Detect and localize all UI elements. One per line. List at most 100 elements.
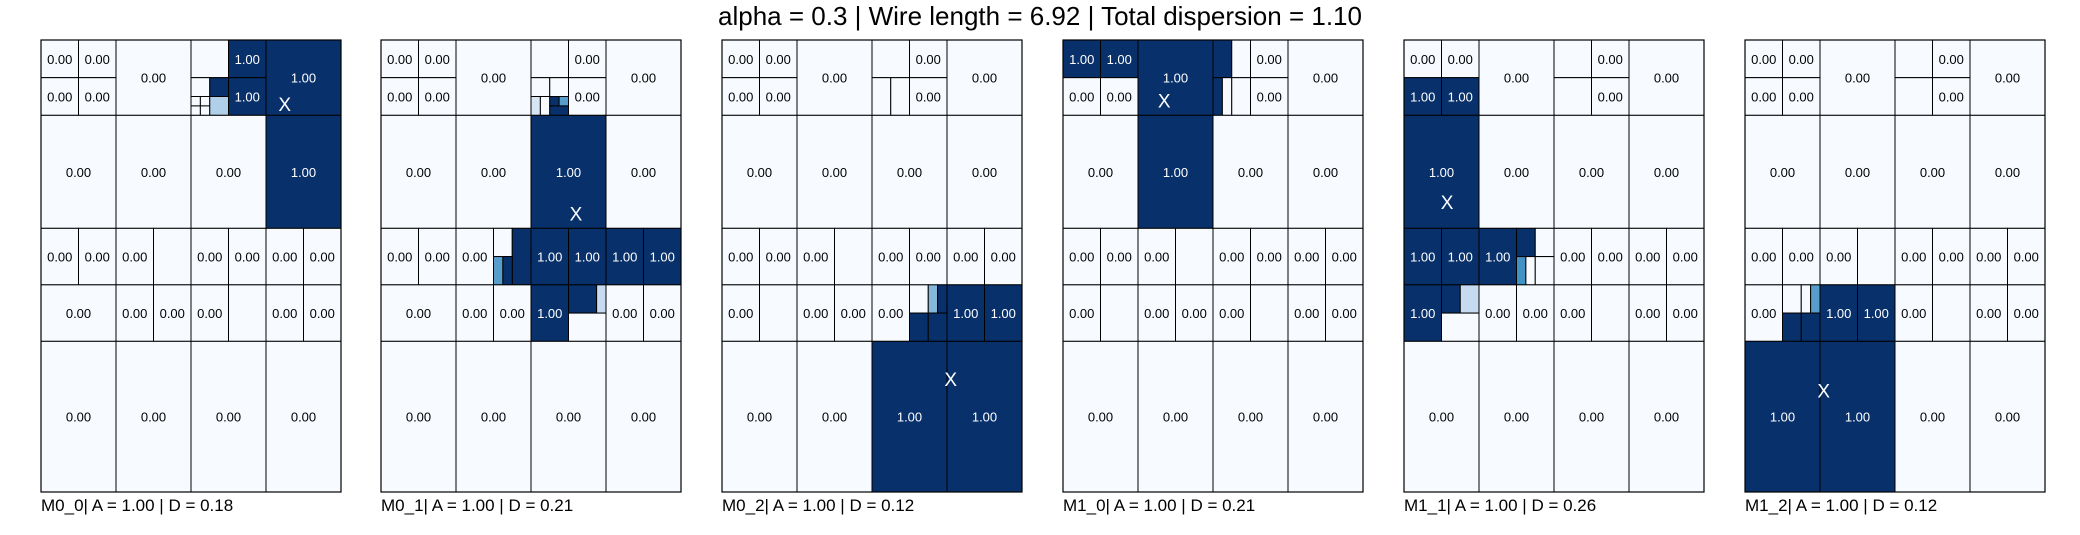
panel-5: 0.00 0.00 0.00 0.00 0.00 0.00 0.00 0.00 0.00 0.00… [1744,39,2046,515]
cell-value-label: 0.00 [1257,90,1282,105]
heatmap-cell [530,39,569,79]
cell-value-label: 0.00 [1144,306,1169,321]
heatmap-cell [115,227,154,286]
heatmap-cell [1553,340,1630,493]
cell-value-label: 0.00 [1751,306,1776,321]
cell-value-label: 0.00 [1845,165,1870,180]
heatmap-cell [1932,227,1971,286]
panel-title: M0_0| A = 1.00 | D = 0.18 [41,496,233,515]
heatmap-cell [1478,340,1555,493]
heatmap-cell [1800,312,1821,342]
heatmap-cell [1516,256,1527,286]
cell-value-label: 0.00 [1257,250,1282,265]
cell-value-label: 0.00 [972,71,997,86]
cell-value-label: 0.00 [1845,71,1870,86]
heatmap-cell [1250,39,1289,79]
cell-value-label: 0.00 [766,52,791,67]
cell-value-label: 0.00 [1654,165,1679,180]
heatmap-cell [265,39,342,116]
heatmap-cell [511,227,532,286]
heatmap-cell [1441,284,1461,314]
heatmap-cell [1819,114,1896,229]
cell-value-label: 0.00 [2014,250,2039,265]
heatmap-cell [153,227,192,286]
heatmap-cell [2007,284,2046,342]
cell-value-label: 0.00 [728,306,753,321]
cell-value-label: 0.00 [1313,71,1338,86]
cell-value-label: 0.00 [197,250,222,265]
heatmap-cell [1782,77,1821,116]
cell-value-label: 0.00 [1654,410,1679,425]
panel-title: M1_1| A = 1.00 | D = 0.26 [1404,496,1596,515]
heatmap-cell [909,284,929,314]
heatmap-cell [605,227,644,286]
cell-value-label: 1.00 [1448,90,1473,105]
cell-value-label: 1.00 [556,165,581,180]
heatmap-cell [1800,284,1812,314]
heatmap-cell [199,105,211,116]
heatmap-cell [380,39,419,79]
cell-value-label: 0.00 [766,250,791,265]
heatmap-cell [1894,39,1933,79]
heatmap-cell [1100,227,1139,286]
cell-value-label: 0.00 [141,71,166,86]
heatmap-cell [190,39,229,79]
heatmap-cell [40,39,79,79]
panel-title: M1_2| A = 1.00 | D = 0.12 [1745,496,1937,515]
center-marker: X [278,95,291,116]
heatmap-cell [1553,39,1592,79]
cell-value-label: 1.00 [1429,165,1454,180]
heatmap-cell [455,284,494,342]
figure-title: alpha = 0.3 | Wire length = 6.92 | Total… [718,1,1362,31]
heatmap-cell [40,77,79,116]
heatmap-cell [1810,284,1821,314]
heatmap-cell [1894,227,1933,286]
heatmap-cell [1100,284,1139,342]
heatmap-cell [1287,39,1364,116]
heatmap-cell [1969,39,2046,116]
cell-value-label: 1.00 [1410,250,1435,265]
cell-value-label: 0.00 [1826,250,1851,265]
cell-value-label: 0.00 [1182,306,1207,321]
heatmap-cell [209,96,229,116]
cell-value-label: 0.00 [406,410,431,425]
heatmap-cell [209,77,229,97]
cell-value-label: 0.00 [425,250,450,265]
cell-value-label: 0.00 [141,410,166,425]
cell-value-label: 0.00 [822,71,847,86]
center-marker: X [1158,91,1171,112]
heatmap-cell [946,114,1023,229]
cell-value-label: 1.00 [612,250,637,265]
cell-value-label: 0.00 [1789,90,1814,105]
cell-value-label: 1.00 [953,306,978,321]
heatmap-cell [115,284,154,342]
heatmap-cell [530,114,607,229]
cell-value-label: 1.00 [972,410,997,425]
cell-value-label: 0.00 [1313,165,1338,180]
cell-value-label: 1.00 [235,52,260,67]
cell-value-label: 1.00 [291,165,316,180]
heatmap-cell [1857,227,1896,286]
cell-value-label: 0.00 [1673,306,1698,321]
heatmap-cell [1221,77,1233,116]
heatmap-cell [1553,77,1592,116]
heatmap-cell [946,227,985,286]
heatmap-cell [1894,114,1971,229]
cell-value-label: 0.00 [1579,165,1604,180]
cell-value-label: 0.00 [631,410,656,425]
heatmap-cell [1250,227,1289,286]
heatmap-cell [1534,256,1555,286]
heatmap-cell [265,114,342,229]
heatmap-cell [1744,39,1783,79]
cell-value-label: 0.00 [310,306,335,321]
cell-value-label: 1.00 [291,71,316,86]
center-marker: X [1441,193,1454,214]
cell-value-label: 0.00 [1770,165,1795,180]
cell-value-label: 0.00 [803,250,828,265]
cell-value-label: 0.00 [66,306,91,321]
heatmap-cell [1894,77,1933,116]
cell-value-label: 0.00 [1504,71,1529,86]
cell-value-label: 0.00 [612,306,637,321]
cell-value-label: 0.00 [728,52,753,67]
heatmap-cell [190,105,201,116]
